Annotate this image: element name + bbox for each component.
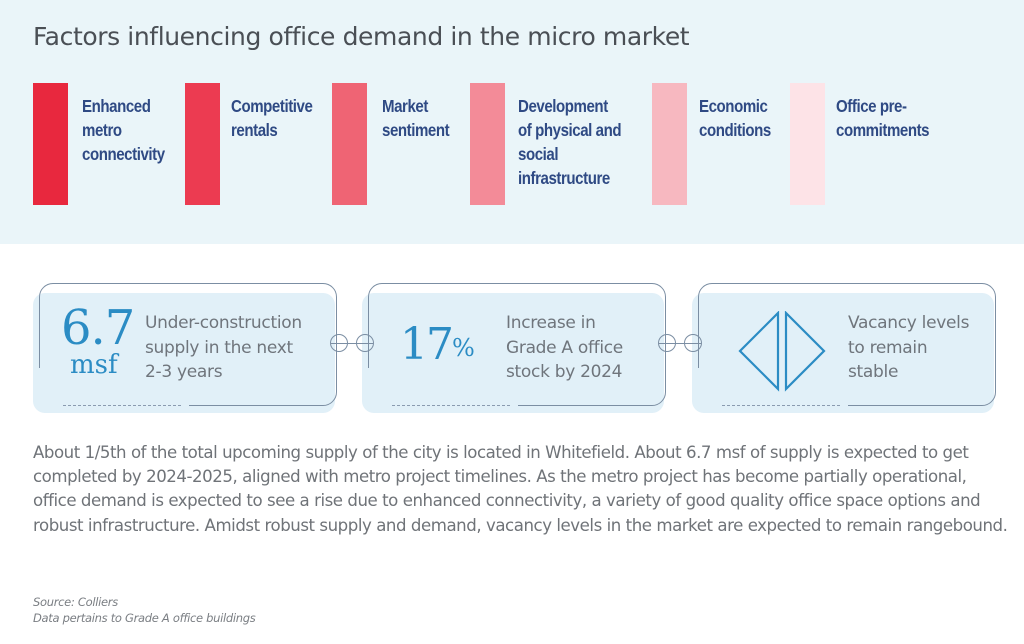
factors-panel: Factors influencing office demand in the… [0, 0, 1024, 244]
stat-unit: % [452, 334, 475, 362]
connector-card1-card2 [330, 334, 374, 354]
factor-label: Development of physical and social infra… [518, 96, 622, 188]
card-vacancy-levels: Vacancy levels to remain stable [692, 283, 1002, 413]
stable-diamond-icon [738, 311, 826, 392]
factor-label: Competitive rentals [231, 96, 313, 140]
dashed-divider [392, 405, 510, 406]
page-title: Factors influencing office demand in the… [33, 22, 690, 51]
card-grade-a-stock-increase: 17 % Increase in Grade A office stock by… [362, 283, 672, 413]
factor-label: Market sentiment [382, 96, 450, 140]
connector-card2-card3 [658, 334, 702, 354]
data-note: Data pertains to Grade A office building… [33, 611, 256, 625]
factor-label: Economic conditions [699, 96, 771, 140]
factor-bar [33, 83, 68, 205]
factor-bar [185, 83, 220, 205]
factor-label: Enhanced metro connectivity [82, 96, 165, 164]
source-note: Source: Colliers [33, 595, 118, 609]
stat-value: 6.7 [61, 300, 135, 356]
dashed-divider [63, 405, 181, 406]
stat-description: Increase in Grade A office stock by 2024 [506, 313, 623, 382]
stat-unit: msf [70, 350, 118, 380]
factor-bar [652, 83, 687, 205]
summary-paragraph: About 1/5th of the total upcoming supply… [33, 443, 1008, 535]
dashed-divider [722, 405, 840, 406]
factor-label: Office pre- commitments [836, 96, 930, 140]
factor-bar [790, 83, 825, 205]
factor-bar [332, 83, 367, 205]
stat-description: Under-construction supply in the next 2-… [145, 313, 302, 382]
stat-value: 17 [400, 319, 454, 370]
stat-description: Vacancy levels to remain stable [848, 313, 970, 382]
factor-bar [470, 83, 505, 205]
card-under-construction-supply: 6.7 msf Under-construction supply in the… [33, 283, 343, 413]
